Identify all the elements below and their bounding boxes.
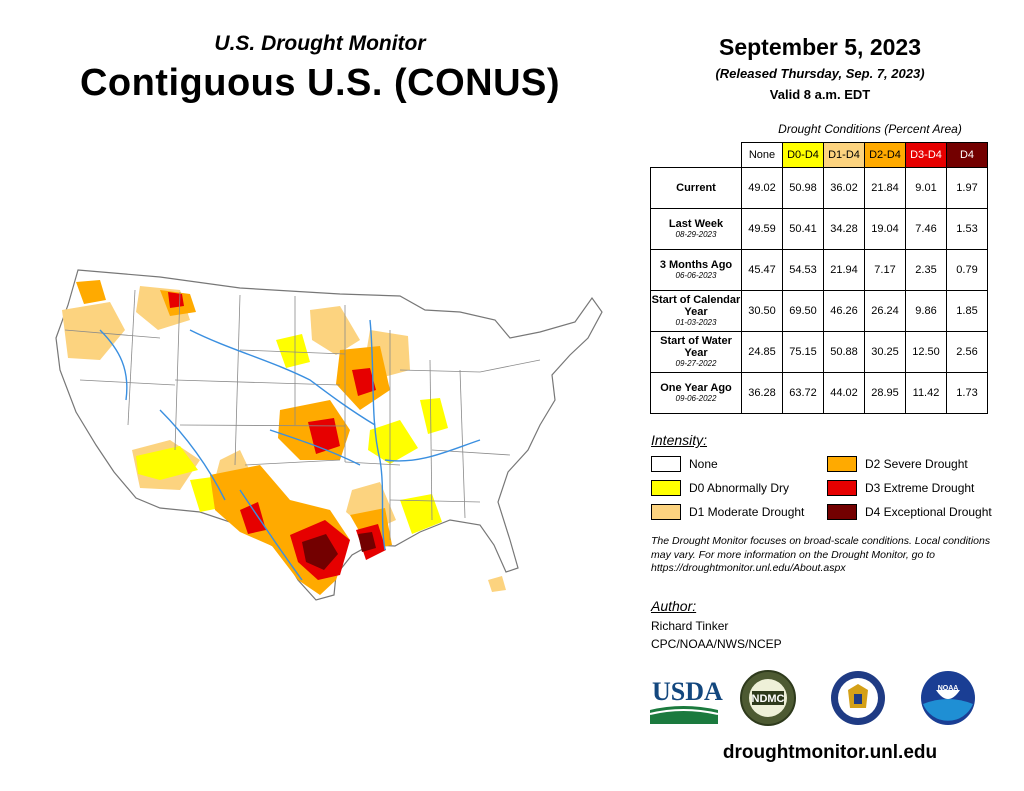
drought-conditions-table: None D0-D4 D1-D4 D2-D4 D3-D4 D4 Current … [650,142,988,414]
table-cell: 12.50 [905,331,947,373]
table-cell: 30.50 [741,290,783,332]
svg-text:NOAA: NOAA [938,685,959,692]
table-cell: 50.41 [782,208,824,250]
table-header-row: None D0-D4 D1-D4 D2-D4 D3-D4 D4 [651,142,988,168]
table-cell: 30.25 [864,331,906,373]
legend-swatch [651,504,681,520]
conus-drought-map [55,269,603,601]
col-header-d1-d4: D1-D4 [823,142,865,168]
table-cell: 50.88 [823,331,865,373]
row-label: Start of Calendar Year 01-03-2023 [650,290,742,332]
table-cell: 36.28 [741,372,783,414]
legend-swatch [651,456,681,472]
valid-time: Valid 8 a.m. EDT [769,87,871,102]
usda-logo: USDA [649,677,723,724]
table-cell: 46.26 [823,290,865,332]
row-label: 3 Months Ago 06-06-2023 [650,249,742,291]
table-cell: 75.15 [782,331,824,373]
table-cell: 0.79 [946,249,988,291]
table-cell: 44.02 [823,372,865,414]
svg-text:USDA: USDA [652,677,723,706]
author-name: Richard Tinker [651,619,729,633]
table-cell: 11.42 [905,372,947,414]
legend-item-d0: D0 Abnormally Dry [651,479,789,497]
table-cell: 9.86 [905,290,947,332]
col-header-none: None [741,142,783,168]
legend-item-none: None [651,455,718,473]
row-label: Start of Water Year 09-27-2022 [650,331,742,373]
author-org: CPC/NOAA/NWS/NCEP [651,637,782,651]
table-cell: 28.95 [864,372,906,414]
table-cell: 7.17 [864,249,906,291]
ndmc-logo: NDMC [740,670,796,726]
legend-swatch [827,480,857,496]
table-cell: 36.02 [823,167,865,209]
legend-swatch [827,456,857,472]
legend-label: D3 Extreme Drought [865,481,975,495]
noaa-logo: NOAA [921,671,975,725]
map-kicker: U.S. Drought Monitor [214,32,426,55]
legend-label: D2 Severe Drought [865,457,968,471]
legend-label: D1 Moderate Drought [689,505,805,519]
table-cell: 34.28 [823,208,865,250]
legend-item-d2: D2 Severe Drought [827,455,968,473]
table-row: Last Week 08-29-2023 49.59 50.41 34.28 19… [650,208,988,250]
legend-item-d3: D3 Extreme Drought [827,479,974,497]
table-row: 3 Months Ago 06-06-2023 45.47 54.53 21.94… [650,249,988,291]
table-cell: 63.72 [782,372,824,414]
table-cell: 9.01 [905,167,947,209]
table-cell: 1.97 [946,167,988,209]
doc-seal-logo [831,671,885,725]
table-row: One Year Ago 09-06-2022 36.28 63.72 44.02… [650,372,988,414]
col-header-d2-d4: D2-D4 [864,142,906,168]
table-caption: Drought Conditions (Percent Area) [778,122,962,136]
legend-item-d1: D1 Moderate Drought [651,503,804,521]
col-header-d0-d4: D0-D4 [782,142,824,168]
table-cell: 1.53 [946,208,988,250]
table-cell: 7.46 [905,208,947,250]
row-label: One Year Ago 09-06-2022 [650,372,742,414]
release-date: (Released Thursday, Sep. 7, 2023) [715,66,925,81]
table-cell: 45.47 [741,249,783,291]
legend-swatch [651,480,681,496]
table-cell: 24.85 [741,331,783,373]
legend-label: D0 Abnormally Dry [689,481,790,495]
table-cell: 50.98 [782,167,824,209]
table-cell: 19.04 [864,208,906,250]
agency-logos: USDA NDMC NOAA [649,670,975,726]
map-title: Contiguous U.S. (CONUS) [79,62,561,104]
table-corner [651,143,742,168]
table-cell: 1.73 [946,372,988,414]
disclaimer-note: The Drought Monitor focuses on broad-sca… [651,535,991,574]
author-heading: Author: [651,598,697,614]
d4-areas [302,532,376,570]
table-cell: 2.35 [905,249,947,291]
site-url[interactable]: droughtmonitor.unl.edu [722,742,938,763]
row-label: Last Week 08-29-2023 [650,208,742,250]
row-label: Current [650,167,742,209]
svg-text:NDMC: NDMC [752,693,785,705]
table-row: Current 49.02 50.98 36.02 21.84 9.01 1.9… [650,167,988,209]
table-cell: 49.59 [741,208,783,250]
table-cell: 69.50 [782,290,824,332]
table-cell: 21.94 [823,249,865,291]
table-cell: 26.24 [864,290,906,332]
table-row: Start of Calendar Year 01-03-2023 30.50 6… [650,290,988,332]
legend-label: D4 Exceptional Drought [865,505,992,519]
legend-heading: Intensity: [651,432,708,448]
table-cell: 54.53 [782,249,824,291]
map-date: September 5, 2023 [718,34,921,60]
table-cell: 2.56 [946,331,988,373]
table-cell: 49.02 [741,167,783,209]
legend-item-d4: D4 Exceptional Drought [827,503,992,521]
table-row: Start of Water Year 09-27-2022 24.85 75.1… [650,331,988,373]
state-borders [64,289,541,540]
col-header-d4: D4 [946,142,988,168]
col-header-d3-d4: D3-D4 [905,142,947,168]
table-cell: 21.84 [864,167,906,209]
legend-label: None [689,457,718,471]
legend-swatch [827,504,857,520]
rivers [99,319,481,581]
table-cell: 1.85 [946,290,988,332]
